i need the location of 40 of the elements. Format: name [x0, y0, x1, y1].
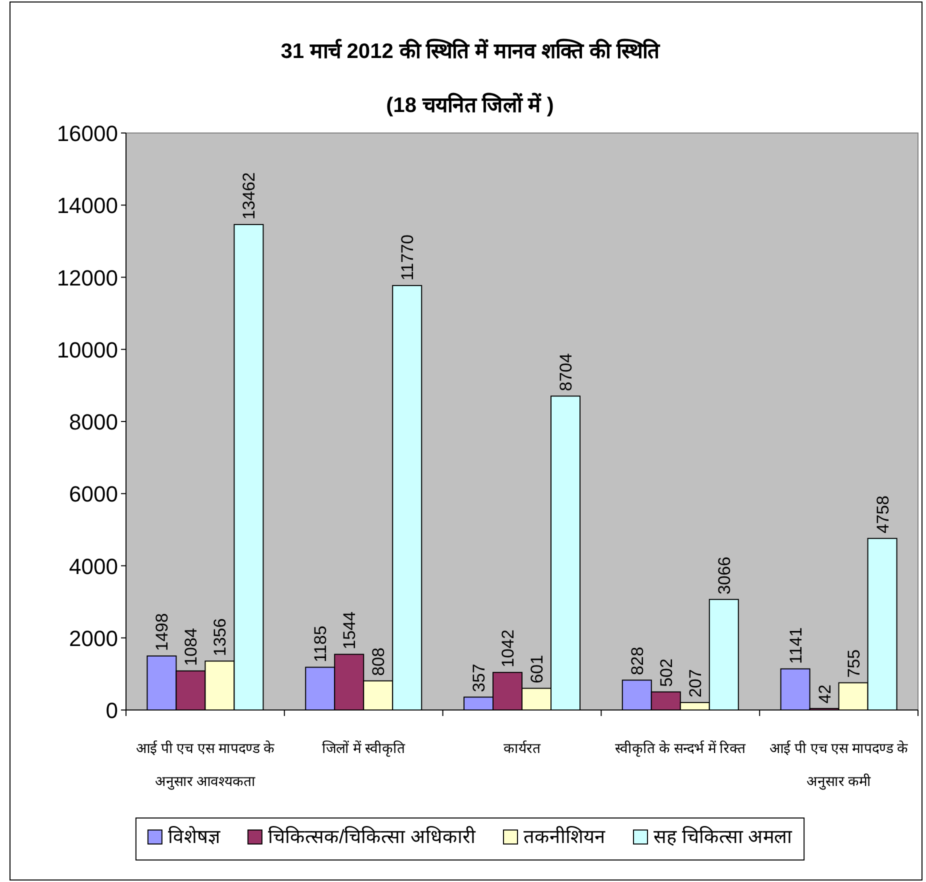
y-tick-label: 14000: [56, 193, 118, 218]
y-tick-label: 0: [106, 698, 118, 723]
data-label: 42: [815, 684, 834, 704]
y-tick-label: 6000: [69, 482, 118, 507]
data-label: 1141: [786, 627, 806, 664]
data-label: 1084: [182, 628, 201, 666]
data-label: 601: [528, 654, 546, 684]
legend-label: तकनीशियन: [524, 825, 606, 848]
data-label: 1544: [340, 611, 360, 650]
legend-label: चिकित्सक/चिकित्सा अधिकारी: [268, 825, 476, 848]
legend-label: विशेषज्ञ: [168, 825, 221, 848]
data-label: 828: [628, 646, 647, 676]
data-label: 4758: [873, 496, 892, 534]
category-label: आई पी एच एस मापदण्ड के अनुसार आवश्यकता: [136, 740, 274, 789]
x-tick-label: कार्यरत: [504, 740, 542, 756]
data-label: 13462: [240, 172, 259, 220]
category-label: आई पी एच एस मापदण्ड के अनुसार कमी: [770, 740, 908, 789]
data-label: 357: [470, 664, 488, 692]
y-tick-label: 12000: [56, 265, 118, 290]
data-label: 1185: [311, 626, 330, 662]
data-label: 1042: [498, 630, 518, 668]
y-tick-label: 10000: [56, 337, 118, 362]
x-tick-label: स्वीकृति के सन्दर्भ में रिक्त: [615, 740, 747, 757]
chart-subtitle: (18 चयनित जिलों में ): [386, 92, 554, 117]
data-label: 8704: [556, 353, 576, 392]
legend-label: सह चिकित्सा अमला: [654, 825, 794, 848]
x-tick-label: जिलों में स्वीकृति: [322, 740, 406, 757]
chart-title: 31 मार्च 2012 की स्थिति में मानव शक्ति की स्थिति: [280, 38, 660, 63]
data-label: 808: [369, 647, 388, 676]
y-tick-label: 4000: [69, 554, 118, 579]
data-label: 3066: [714, 556, 734, 594]
data-label: 1356: [210, 618, 230, 656]
y-tick-label: 2000: [69, 626, 118, 651]
data-label: 1498: [152, 613, 172, 651]
data-label: 755: [844, 649, 864, 678]
y-tick-label: 16000: [56, 121, 118, 146]
y-tick-label: 8000: [69, 410, 118, 434]
data-label: 502: [656, 658, 676, 687]
data-label: 11770: [398, 234, 418, 281]
data-label: 207: [686, 669, 705, 698]
